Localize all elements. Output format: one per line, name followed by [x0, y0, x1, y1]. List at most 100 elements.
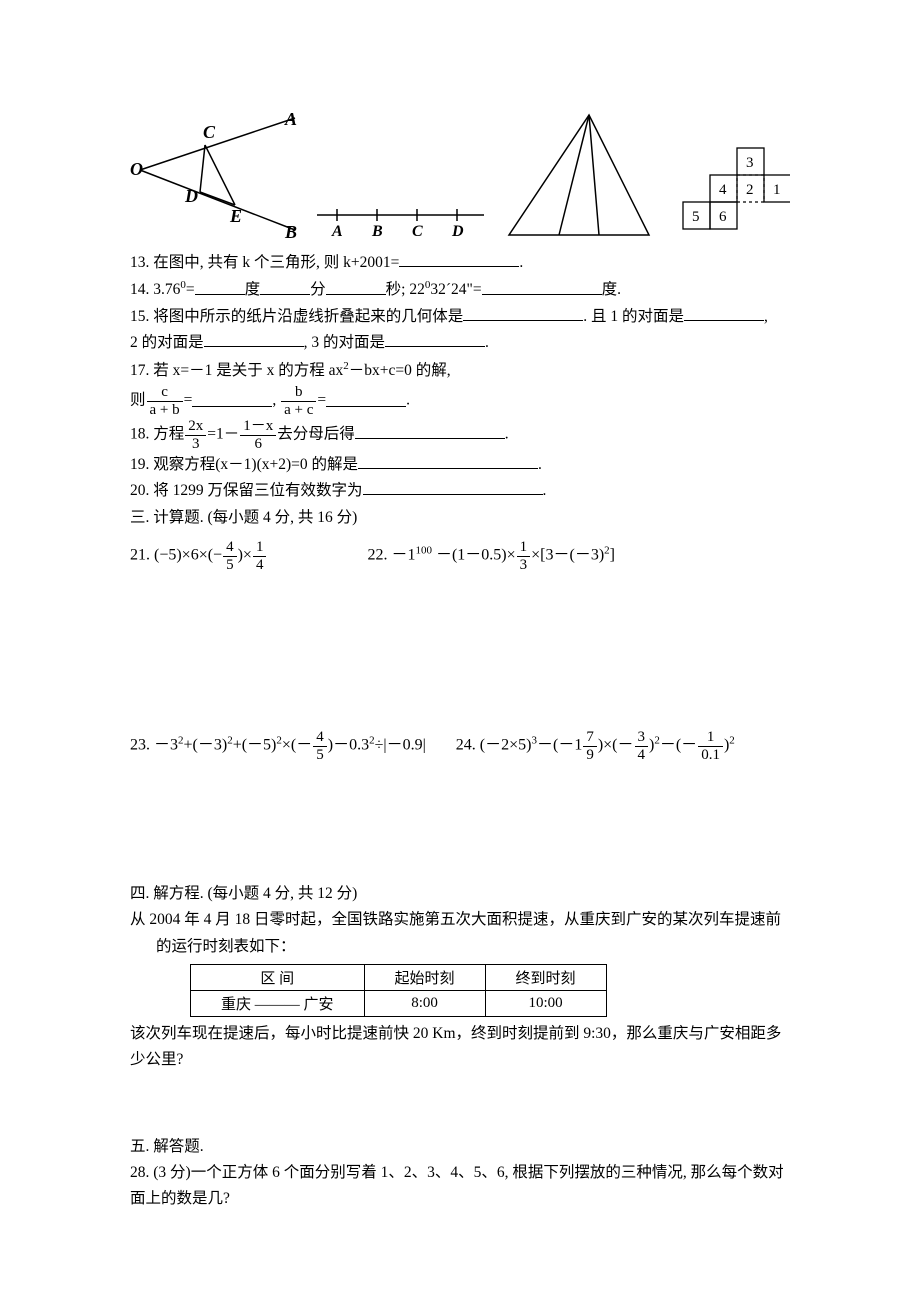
cell-start: 8:00	[364, 991, 485, 1017]
q14-a: 14. 3.76	[130, 282, 180, 299]
q21-mid: )×	[238, 547, 252, 564]
q20-a: 20. 将 1299 万保留三位有效数字为	[130, 482, 363, 499]
schedule-table: 区 间 起始时刻 终到时刻 重庆 ——— 广安 8:00 10:00	[190, 964, 607, 1017]
q22-mid: －(1－0.5)×	[432, 547, 516, 564]
q14-b3	[326, 278, 386, 295]
cell-route: 重庆 ——— 广安	[191, 991, 365, 1017]
q21-f2: 14	[253, 539, 267, 573]
q18-f2n: 1－x	[240, 418, 276, 436]
q14-du2: 度.	[602, 282, 621, 299]
svg-text:B: B	[284, 222, 297, 240]
col-end: 终到时刻	[485, 965, 606, 991]
q17: 17. 若 x=－1 是关于 x 的方程 ax2－bx+c=0 的解,	[130, 357, 790, 385]
q15-b2	[684, 304, 764, 321]
q22-tail: ×[3－(－3)	[531, 547, 604, 564]
q19-a: 19. 观察方程(x－1)(x+2)=0 的解是	[130, 456, 358, 473]
q22-end: ]	[610, 547, 615, 564]
svg-text:6: 6	[719, 209, 727, 225]
q15-b: . 且 1 的对面是	[583, 308, 684, 325]
q22-e1: 100	[415, 544, 432, 556]
col-interval: 区 间	[191, 965, 365, 991]
table-row: 重庆 ——— 广安 8:00 10:00	[191, 991, 607, 1017]
q17-b: －bx+c=0 的解,	[349, 362, 451, 379]
svg-text:2: 2	[746, 182, 754, 198]
q15-c: ,	[764, 308, 768, 325]
q20-end: .	[543, 482, 547, 499]
q15-line2: 2 的对面是, 3 的对面是.	[130, 330, 790, 356]
table-header-row: 区 间 起始时刻 终到时刻	[191, 965, 607, 991]
svg-text:E: E	[229, 206, 242, 226]
q20-blank	[363, 479, 543, 496]
q24-f2d: 4	[635, 747, 649, 764]
q18-f1: 2x3	[185, 418, 206, 452]
section-5-title: 五. 解答题.	[130, 1134, 790, 1160]
svg-text:C: C	[412, 223, 423, 240]
q15-l2a: 2 的对面是	[130, 334, 204, 351]
q23-p4: )－0.3	[328, 737, 369, 754]
eq-row-2: 23. －32+(－3)2+(－5)2×(－45)－0.32÷|－0.9| 24…	[130, 729, 790, 763]
svg-text:D: D	[184, 186, 198, 206]
q24-f1: 79	[583, 729, 597, 763]
q13: 13. 在图中, 共有 k 个三角形, 则 k+2001=.	[130, 250, 790, 276]
svg-text:5: 5	[692, 209, 700, 225]
q24-f1d: 9	[583, 747, 597, 764]
q17-sep: ,	[272, 392, 280, 409]
q18-blank	[355, 422, 505, 439]
q17-l2a: 则	[130, 392, 146, 409]
q20: 20. 将 1299 万保留三位有效数字为.	[130, 478, 790, 504]
q17-end: .	[406, 392, 410, 409]
q22-a: 22. －1	[367, 547, 415, 564]
q21-f1: 45	[223, 539, 237, 573]
q23-fn: 4	[313, 729, 327, 747]
q18-end: .	[505, 426, 509, 443]
q24-f3n: 1	[698, 729, 723, 747]
section-4-title: 四. 解方程. (每小题 4 分, 共 12 分)	[130, 881, 790, 907]
q22-f: 13	[517, 539, 531, 573]
q21-f2n: 1	[253, 539, 267, 557]
svg-text:B: B	[371, 223, 383, 240]
q22-fn: 1	[517, 539, 531, 557]
q18: 18. 方程2x3=1－1－x6去分母后得.	[130, 418, 790, 452]
q17-a: 17. 若 x=－1 是关于 x 的方程 ax	[130, 362, 343, 379]
q15: 15. 将图中所示的纸片沿虚线折叠起来的几何体是. 且 1 的对面是,	[130, 304, 790, 330]
q19: 19. 观察方程(x－1)(x+2)=0 的解是.	[130, 452, 790, 478]
q24-f2n: 3	[635, 729, 649, 747]
q23-p5: ÷|－0.9|	[375, 737, 426, 754]
svg-text:O: O	[130, 159, 143, 179]
q15-b4	[385, 331, 485, 348]
svg-text:1: 1	[773, 182, 781, 198]
sec4-para1: 从 2004 年 4 月 18 日零时起，全国铁路实施第五次大面积提速，从重庆到…	[130, 907, 790, 960]
q14-s2: 24"=	[451, 282, 482, 299]
q18-mid: =1－	[207, 426, 239, 443]
sec4-para2: 该次列车现在提速后，每小时比提速前快 20 Km，终到时刻提前到 9:30，那么…	[130, 1021, 790, 1074]
q14-b4	[482, 278, 602, 295]
q14: 14. 3.760=度分秒; 22032´24"=度.	[130, 276, 790, 304]
q28: 28. (3 分)一个正方体 6 个面分别写着 1、2、3、4、5、6, 根据下…	[130, 1160, 790, 1213]
q17-f1d: a + b	[147, 402, 183, 419]
q15-b1	[463, 304, 583, 321]
q13-end: .	[519, 254, 523, 271]
q24-e3: 2	[729, 734, 735, 746]
svg-text:4: 4	[719, 182, 727, 198]
q14-du: 度	[245, 282, 261, 299]
q17-eq2: =	[317, 392, 326, 409]
q18-f1d: 3	[185, 436, 206, 453]
q24-f1n: 7	[583, 729, 597, 747]
q24-p1: －(－1	[537, 737, 582, 754]
q19-blank	[358, 453, 538, 470]
q14-eq: =	[186, 282, 195, 299]
q17-line2: 则ca + b=, ba + c=.	[130, 384, 790, 418]
q13-blank	[399, 251, 519, 268]
q14-m2: 32´	[430, 282, 451, 299]
figure-cube-net: 3 4 2 1 5 6	[672, 145, 790, 240]
q17-b1	[192, 390, 272, 407]
svg-text:D: D	[451, 223, 464, 240]
q23-a: 23. －3	[130, 737, 178, 754]
q14-b2	[260, 278, 310, 295]
q17-f1n: c	[147, 384, 183, 402]
q18-f1n: 2x	[185, 418, 206, 436]
section-3-title: 三. 计算题. (每小题 4 分, 共 16 分)	[130, 505, 790, 531]
q18-a: 18. 方程	[130, 426, 184, 443]
q13-text: 13. 在图中, 共有 k 个三角形, 则 k+2001=	[130, 254, 399, 271]
q21-f2d: 4	[253, 557, 267, 574]
